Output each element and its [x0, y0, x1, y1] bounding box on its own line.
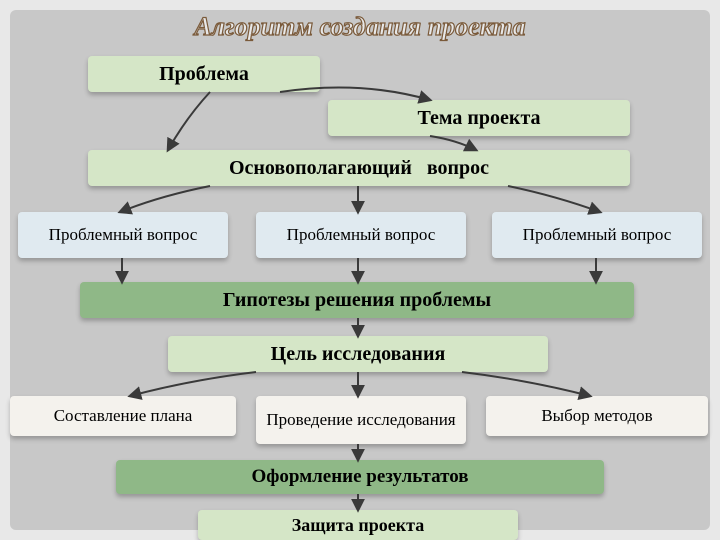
node-label: Тема проекта — [417, 107, 540, 130]
node-conduct: Проведение исследования — [256, 396, 466, 444]
node-label: Составление плана — [54, 406, 193, 426]
node-label: Защита проекта — [292, 515, 424, 536]
node-defense: Защита проекта — [198, 510, 518, 540]
node-methods: Выбор методов — [486, 396, 708, 436]
node-label: Гипотезы решения проблемы — [223, 289, 491, 312]
node-hypo: Гипотезы решения проблемы — [80, 282, 634, 318]
node-label: Выбор методов — [541, 406, 652, 426]
node-label: Проблемный вопрос — [523, 225, 672, 245]
node-plan: Составление плана — [10, 396, 236, 436]
node-label: Оформление результатов — [251, 466, 468, 488]
diagram-title: Алгоритм создания проекта — [0, 12, 720, 42]
node-theme: Тема проекта — [328, 100, 630, 136]
node-label: Проведение исследования — [266, 410, 455, 430]
node-format: Оформление результатов — [116, 460, 604, 494]
node-pq1: Проблемный вопрос — [18, 212, 228, 258]
node-label: Проблемный вопрос — [49, 225, 198, 245]
node-fundq: Основополагающий вопрос — [88, 150, 630, 186]
node-label: Цель исследования — [271, 343, 446, 366]
node-label: Проблемный вопрос — [287, 225, 436, 245]
node-pq3: Проблемный вопрос — [492, 212, 702, 258]
node-label: Основополагающий вопрос — [229, 157, 489, 180]
node-goal: Цель исследования — [168, 336, 548, 372]
node-problem: Проблема — [88, 56, 320, 92]
node-pq2: Проблемный вопрос — [256, 212, 466, 258]
node-label: Проблема — [159, 63, 249, 86]
